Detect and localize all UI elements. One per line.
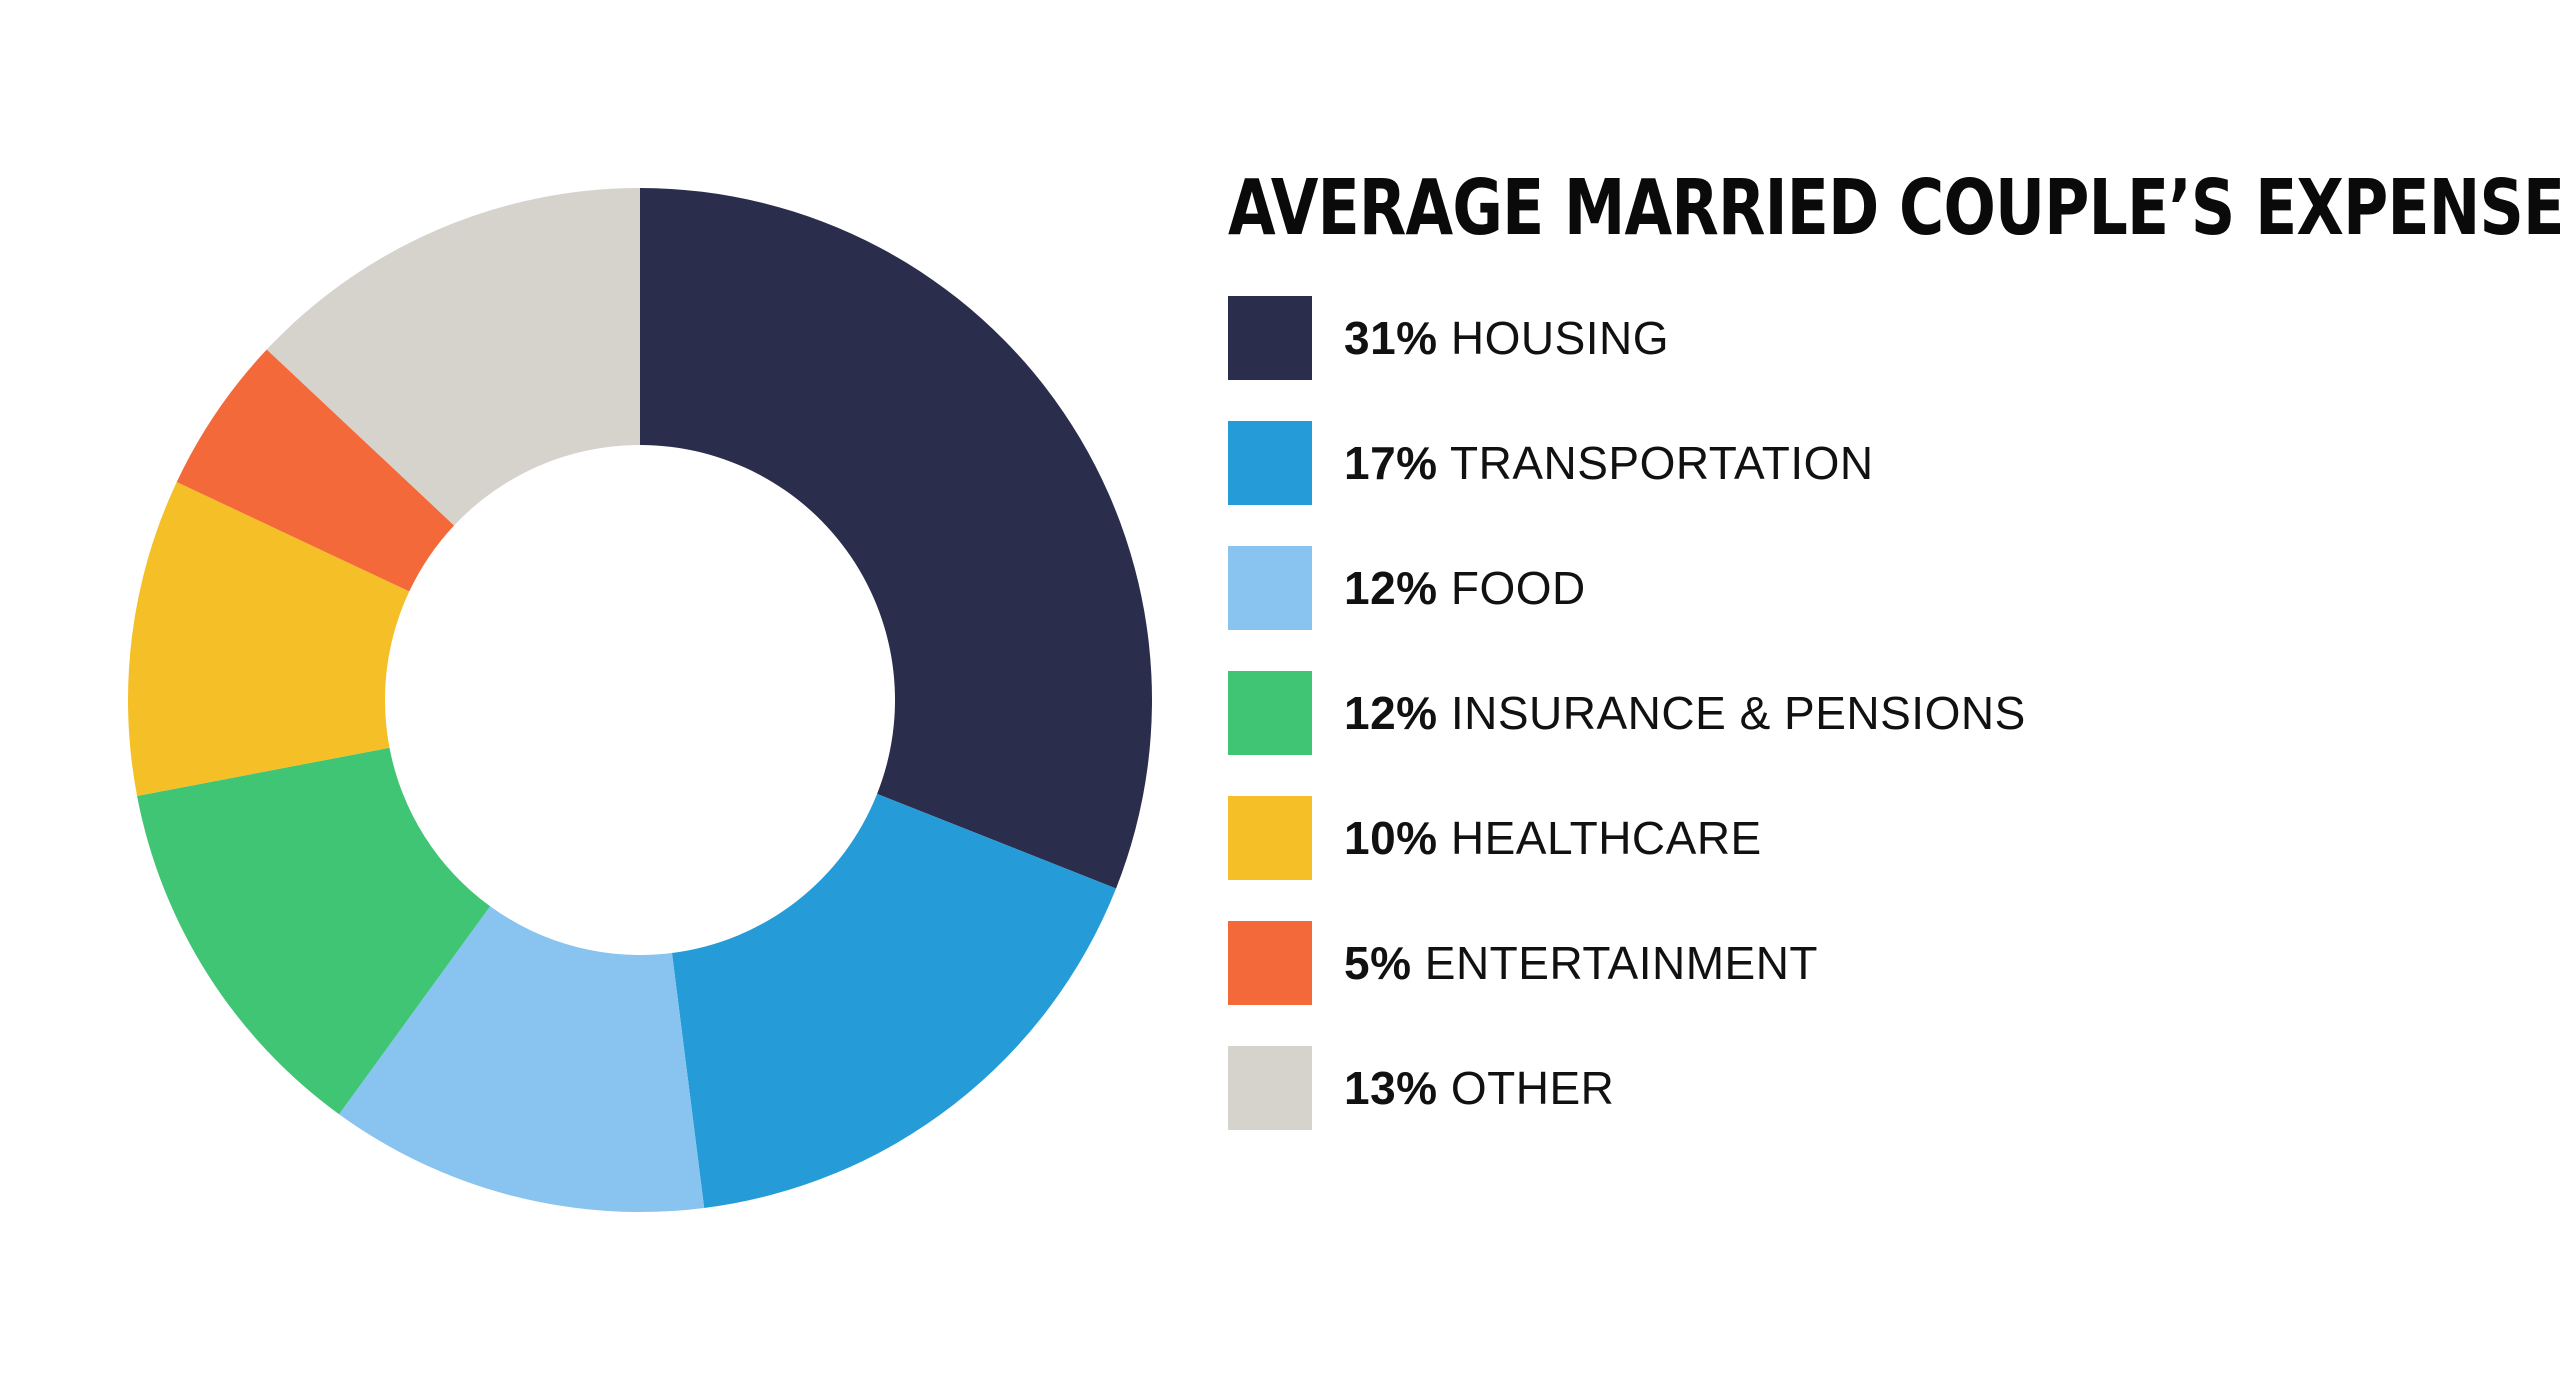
legend-item-transportation: 17% TRANSPORTATION bbox=[1228, 421, 2026, 505]
donut-slice-food bbox=[339, 906, 705, 1212]
legend-swatch bbox=[1228, 1046, 1312, 1130]
legend-label: 13% OTHER bbox=[1344, 1061, 1614, 1115]
legend-percent: 10% bbox=[1344, 812, 1438, 864]
legend-category: HEALTHCARE bbox=[1450, 812, 1762, 864]
donut-slice-housing bbox=[640, 188, 1152, 889]
legend-category: OTHER bbox=[1450, 1062, 1615, 1114]
legend-item-other: 13% OTHER bbox=[1228, 1046, 2026, 1130]
legend-percent: 31% bbox=[1344, 312, 1438, 364]
legend-category: TRANSPORTATION bbox=[1450, 437, 1874, 489]
legend-percent: 17% bbox=[1344, 437, 1438, 489]
chart-legend: 31% HOUSING 17% TRANSPORTATION 12% FOOD 12%… bbox=[1228, 296, 2026, 1171]
legend-percent: 12% bbox=[1344, 562, 1438, 614]
legend-label: 17% TRANSPORTATION bbox=[1344, 436, 1874, 490]
legend-swatch bbox=[1228, 296, 1312, 380]
legend-category: INSURANCE & PENSIONS bbox=[1450, 687, 2026, 739]
legend-swatch bbox=[1228, 671, 1312, 755]
donut-slice-entertainment bbox=[176, 349, 455, 592]
legend-item-healthcare: 10% HEALTHCARE bbox=[1228, 796, 2026, 880]
donut-slice-transportation bbox=[671, 793, 1117, 1208]
legend-percent: 5% bbox=[1344, 937, 1412, 989]
legend-label: 10% HEALTHCARE bbox=[1344, 811, 1762, 865]
legend-swatch bbox=[1228, 796, 1312, 880]
legend-item-entertainment: 5% ENTERTAINMENT bbox=[1228, 921, 2026, 1005]
donut-slice-insurance-pensions bbox=[137, 747, 491, 1115]
legend-item-food: 12% FOOD bbox=[1228, 546, 2026, 630]
donut-slice-other bbox=[266, 188, 640, 526]
legend-category: ENTERTAINMENT bbox=[1424, 937, 1819, 989]
legend-item-housing: 31% HOUSING bbox=[1228, 296, 2026, 380]
legend-item-insurance-pensions: 12% INSURANCE & PENSIONS bbox=[1228, 671, 2026, 755]
legend-label: 12% INSURANCE & PENSIONS bbox=[1344, 686, 2026, 740]
legend-category: FOOD bbox=[1450, 562, 1586, 614]
legend-label: 5% ENTERTAINMENT bbox=[1344, 936, 1818, 990]
legend-label: 31% HOUSING bbox=[1344, 311, 1669, 365]
legend-swatch bbox=[1228, 421, 1312, 505]
legend-percent: 13% bbox=[1344, 1062, 1438, 1114]
legend-swatch bbox=[1228, 546, 1312, 630]
legend-percent: 12% bbox=[1344, 687, 1438, 739]
chart-title: AVERAGE MARRIED COUPLE’S EXPENSES bbox=[1228, 164, 2560, 253]
donut-slice-healthcare bbox=[128, 482, 410, 796]
legend-category: HOUSING bbox=[1450, 312, 1670, 364]
legend-label: 12% FOOD bbox=[1344, 561, 1586, 615]
legend-swatch bbox=[1228, 921, 1312, 1005]
